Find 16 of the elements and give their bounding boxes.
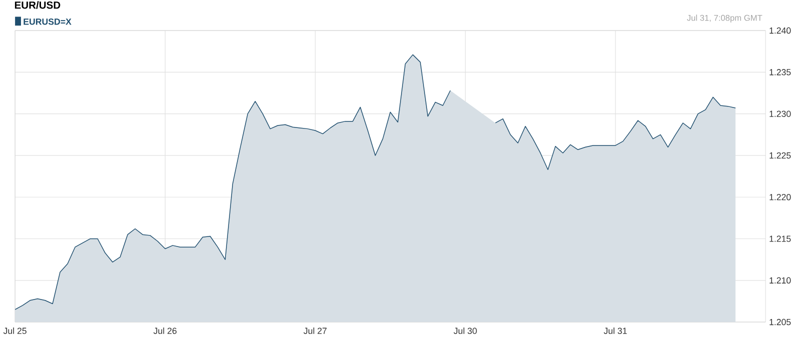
x-tick-label: Jul 26 [154,328,177,334]
text: Jul 31, 7:08pm GMT [686,14,762,23]
legend-label: EURUSD=X [24,18,72,25]
y-tick-label: 1.240 [770,28,791,34]
x-tick-label: Jul 30 [454,328,477,334]
y-tick-label: 1.235 [770,69,791,76]
y-tick-label: 1.230 [770,110,791,118]
y-tick-label: 1.215 [770,236,791,242]
y-tick-label: 1.220 [770,194,791,200]
x-tick-label: Jul 27 [304,328,327,334]
y-tick-label: 1.225 [770,152,791,159]
x-tick-label: Jul 25 [3,328,26,334]
y-tick-label: 1.210 [770,277,791,284]
chart-title: EUR/USD [14,1,60,9]
y-tick-label: 1.205 [770,319,791,326]
x-tick-label: Jul 31 [604,328,627,334]
